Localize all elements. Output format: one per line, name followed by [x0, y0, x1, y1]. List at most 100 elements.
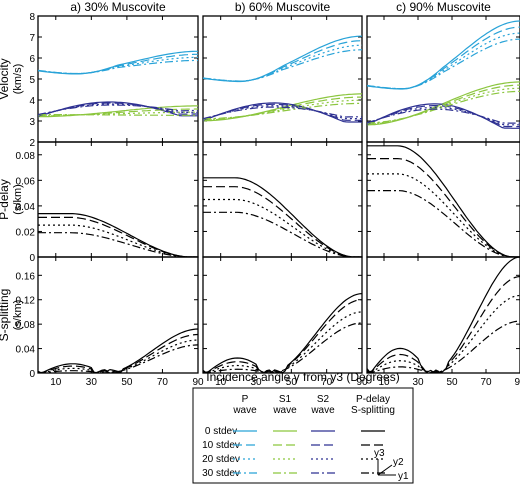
y-tick-label: 8: [29, 12, 35, 23]
y-tick-label: 5: [29, 75, 35, 86]
s1-wave-20stdev: [38, 111, 198, 116]
x-axis-label: Incidence angle γ from y3 (Degrees): [206, 370, 399, 384]
legend-box: [192, 387, 414, 484]
p-wave-20stdev: [367, 32, 520, 90]
p-wave-0stdev: [38, 50, 198, 75]
y-axis-label-velocity: Velocity: [0, 58, 11, 99]
p-delay-10stdev: [203, 186, 362, 257]
p-wave-0stdev: [367, 20, 520, 90]
panel-velocity-0: 2 3 4 5 6 7 8 a) 30% Muscovite: [29, 0, 199, 149]
panel-ssplit-1: 10 30 50 70 90: [202, 256, 368, 388]
p-delay-10stdev: [38, 216, 198, 257]
axis-icon-y3: y3: [374, 448, 385, 459]
s-splitting-20stdev: [38, 339, 198, 373]
p-delay-20stdev: [38, 224, 198, 257]
x-tick-label: 90: [192, 377, 204, 388]
s-splitting-10stdev: [367, 275, 520, 373]
panels: Velocity (km/s) 2 3 4 5 6 7 8 a) 30% Muscovite b) …: [0, 0, 520, 388]
s1-wave-0stdev: [367, 81, 520, 126]
panel-frame: [366, 141, 520, 258]
y-tick-label: 4: [29, 96, 35, 107]
panel-ssplit-2: 10 30 50 70 90: [366, 256, 520, 388]
s2-wave-10stdev: [367, 105, 520, 128]
s-splitting-0stdev: [367, 257, 520, 373]
panel-velocity-1: b) 60% Muscovite: [202, 0, 363, 143]
s2-wave-30stdev: [38, 104, 198, 116]
x-tick-label: 50: [286, 377, 298, 388]
p-delay-0stdev: [203, 177, 362, 257]
p-delay-30stdev: [38, 232, 198, 257]
s-splitting-10stdev: [38, 333, 198, 373]
panel-pdelay-0: 0 0.02 0.04 0.06 0.08: [16, 141, 199, 264]
legend-header: wave: [310, 405, 335, 416]
y-tick-label: 0: [29, 253, 35, 264]
p-delay-20stdev: [367, 173, 520, 257]
y-tick-label: 0.06: [16, 176, 36, 187]
y-tick-label: 0.04: [16, 345, 36, 356]
p-delay-0stdev: [367, 145, 520, 257]
p-wave-10stdev: [38, 53, 198, 75]
axis-icon-y1: y1: [398, 471, 409, 482]
s-splitting-20stdev: [367, 294, 520, 373]
y-tick-label: 2: [29, 138, 35, 149]
legend-header: P: [242, 394, 249, 405]
column-title: c) 90% Muscovite: [396, 0, 491, 14]
panel-ssplit-0: 0 0.04 0.08 0.12 0.16 10 30 50 70 90: [16, 256, 204, 388]
p-delay-10stdev: [367, 158, 520, 257]
p-delay-20stdev: [203, 198, 362, 257]
s1-wave-10stdev: [203, 96, 362, 121]
s-splitting-0stdev: [38, 328, 198, 373]
s-splitting-10stdev: [203, 299, 362, 373]
p-delay-0stdev: [38, 213, 198, 257]
legend-header: S2: [317, 394, 330, 405]
y-tick-label: 0.08: [16, 320, 36, 331]
x-tick-label: 70: [157, 377, 169, 388]
x-tick-label: 50: [446, 377, 458, 388]
y-tick-label: 6: [29, 54, 35, 65]
legend-header: wave: [272, 405, 297, 416]
coordinate-axes-icon: y3 y2 y1: [374, 448, 409, 482]
s2-wave-30stdev: [367, 108, 520, 124]
legend-row-label: 20 stdev: [202, 454, 240, 465]
p-wave-20stdev: [38, 56, 198, 75]
s1-wave-30stdev: [203, 102, 362, 120]
x-tick-label: 30: [250, 377, 262, 388]
s1-wave-10stdev: [367, 84, 520, 125]
panel-velocity-2: c) 90% Muscovite: [366, 0, 520, 143]
legend-row-label: 0 stdev: [205, 426, 237, 437]
panel-frame: [202, 15, 363, 143]
y-axis-unit-velocity: (km/s): [12, 64, 24, 95]
p-wave-30stdev: [38, 59, 198, 75]
x-tick-label: 30: [412, 377, 424, 388]
s2-wave-20stdev: [203, 105, 362, 120]
x-tick-label: 90: [356, 377, 368, 388]
s1-wave-20stdev: [203, 99, 362, 120]
y-tick-label: 7: [29, 33, 35, 44]
x-tick-label: 30: [86, 377, 98, 388]
column-title: b) 60% Muscovite: [235, 0, 331, 14]
p-wave-30stdev: [367, 38, 520, 90]
panel-frame: [366, 256, 520, 374]
s-splitting-30stdev: [367, 320, 520, 373]
y-tick-label: 0.16: [16, 271, 36, 282]
p-wave-10stdev: [367, 26, 520, 90]
y-tick-label: 0: [29, 369, 35, 380]
s2-wave-10stdev: [203, 103, 362, 121]
panel-frame: [202, 256, 363, 374]
s2-wave-20stdev: [38, 103, 198, 116]
s-splitting-30stdev: [203, 322, 362, 373]
y-axis-unit-pdelay: (s/km): [12, 184, 24, 215]
s-splitting-0stdev: [203, 293, 362, 373]
p-wave-10stdev: [203, 40, 362, 82]
legend-header: P-delay: [356, 394, 390, 405]
y-axis-unit-ssplit: (s/km): [12, 300, 24, 331]
x-tick-label: 10: [215, 377, 227, 388]
x-tick-label: 70: [480, 377, 492, 388]
y-tick-label: 0.02: [16, 227, 36, 238]
p-delay-30stdev: [367, 190, 520, 257]
x-tick-label: 90: [514, 377, 520, 388]
x-tick-label: 10: [378, 377, 390, 388]
y-tick-label: 0.04: [16, 202, 36, 213]
s1-wave-20stdev: [367, 87, 520, 125]
